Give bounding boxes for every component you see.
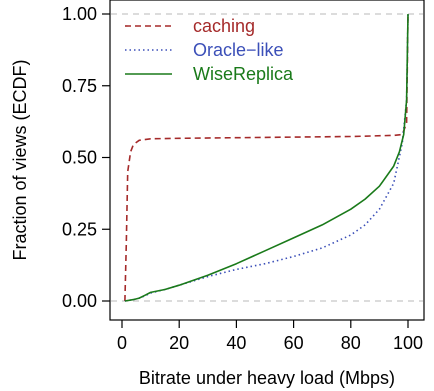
y-tick-label: 0.00 <box>62 291 97 311</box>
x-tick-label: 0 <box>117 333 127 353</box>
legend: caching Oracle−like WiseReplica <box>125 16 294 84</box>
x-tick-label: 80 <box>341 333 361 353</box>
series-layer <box>124 13 409 302</box>
y-axis-label: Fraction of views (ECDF) <box>10 59 30 260</box>
series-line-oracle-like <box>124 13 409 302</box>
axes-layer: 0 20 40 60 80 100 0.00 0.25 0.50 0.75 1.00 <box>62 4 423 353</box>
legend-label-wisereplica: WiseReplica <box>193 64 294 84</box>
y-tick-label: 0.50 <box>62 148 97 168</box>
y-tick-label: 1.00 <box>62 4 97 24</box>
series-line-caching <box>124 13 409 302</box>
x-tick-label: 20 <box>169 333 189 353</box>
plot-frame <box>109 0 425 321</box>
series-line-wisereplica <box>124 13 409 302</box>
legend-label-oracle-like: Oracle−like <box>193 40 284 60</box>
x-tick-label: 40 <box>226 333 246 353</box>
reference-lines <box>111 13 423 302</box>
y-tick-label: 0.25 <box>62 219 97 239</box>
x-tick-label: 100 <box>393 333 423 353</box>
x-axis-label: Bitrate under heavy load (Mbps) <box>139 368 395 388</box>
legend-label-caching: caching <box>193 16 255 36</box>
y-tick-label: 0.75 <box>62 76 97 96</box>
x-tick-label: 60 <box>284 333 304 353</box>
